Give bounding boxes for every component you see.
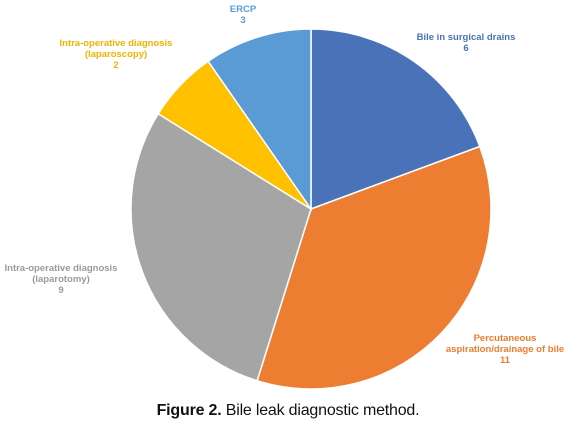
slice-value-label: 2	[113, 60, 118, 71]
pie-slice	[256, 145, 492, 390]
caption-label: Figure 2.	[156, 402, 222, 419]
slice-value-label: 11	[500, 355, 511, 366]
slice-label: Intra-operative diagnosis(laparotomy)9	[5, 263, 118, 296]
slice-name-label: Intra-operative diagnosis	[5, 263, 118, 274]
pie-slices	[130, 28, 492, 390]
slice-name-label: Intra-operative diagnosis	[60, 38, 173, 49]
slice-name-label: (laparotomy)	[32, 274, 90, 285]
slice-name-label: aspiration/drainage of bile	[446, 344, 564, 355]
slice-name-label: Bile in surgical drains	[417, 32, 516, 43]
pie-slice	[130, 112, 312, 382]
slice-name-label: (laparoscopy)	[85, 49, 147, 60]
slice-label: Intra-operative diagnosis(laparoscopy)2	[60, 38, 173, 71]
slice-name-label: ERCP	[230, 4, 257, 15]
pie-slice	[207, 28, 312, 212]
slice-value-label: 3	[240, 15, 245, 26]
caption-text: Bile leak diagnostic method.	[225, 402, 420, 419]
slice-value-label: 9	[58, 285, 63, 296]
figure-caption: Figure 2. Bile leak diagnostic method.	[0, 402, 576, 420]
pie-slice	[310, 28, 481, 211]
slice-value-label: 6	[463, 43, 468, 54]
slice-name-label: Percutaneous	[474, 333, 537, 344]
